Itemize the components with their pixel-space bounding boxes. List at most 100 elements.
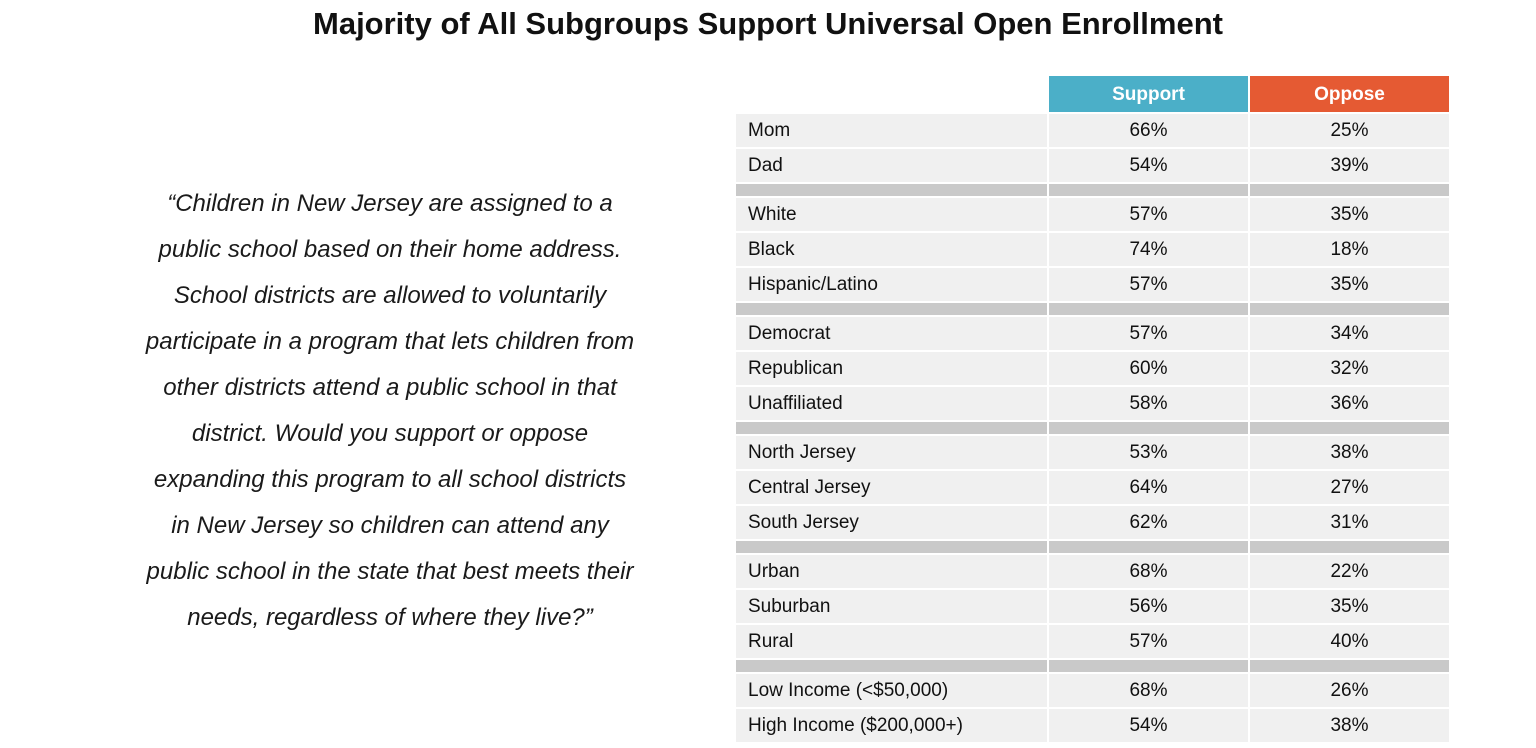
support-value: 54% [1049,149,1248,182]
row-label: Republican [736,352,1047,385]
oppose-value: 22% [1250,555,1449,588]
separator-cell [736,184,1047,196]
row-label: Dad [736,149,1047,182]
row-label: Democrat [736,317,1047,350]
oppose-value: 26% [1250,674,1449,707]
row-label: Low Income (<$50,000) [736,674,1047,707]
separator-cell [1049,422,1248,434]
question-line: public school in the state that best mee… [146,558,634,585]
table-row: Democrat 57% 34% [736,317,1449,350]
separator-cell [1250,660,1449,672]
row-label: Central Jersey [736,471,1047,504]
oppose-value: 36% [1250,387,1449,420]
support-value: 53% [1049,436,1248,469]
table-row: Republican 60% 32% [736,352,1449,385]
oppose-value: 32% [1250,352,1449,385]
table-row: Black 74% 18% [736,233,1449,266]
chart-title: Majority of All Subgroups Support Univer… [313,6,1223,41]
oppose-value: 25% [1250,114,1449,147]
support-value: 57% [1049,625,1248,658]
oppose-value: 34% [1250,317,1449,350]
support-value: 56% [1049,590,1248,623]
row-label: Black [736,233,1047,266]
separator-cell [1250,303,1449,315]
table-row: Dad 54% 39% [736,149,1449,182]
group-separator [736,184,1449,196]
row-label: Suburban [736,590,1047,623]
question-line: public school based on their home addres… [158,236,622,263]
separator-cell [736,303,1047,315]
table-row: High Income ($200,000+) 54% 38% [736,709,1449,742]
question-line: needs, regardless of where they live?” [187,604,593,631]
table-row: White 57% 35% [736,198,1449,231]
separator-cell [1250,541,1449,553]
table-body: Mom 66% 25% Dad 54% 39% White 57% 35% Black 74% 18%… [736,114,1449,742]
table-row: Suburban 56% 35% [736,590,1449,623]
row-label: Mom [736,114,1047,147]
question-line: “Children in New Jersey are assigned to … [167,190,613,217]
question-line: participate in a program that lets child… [145,328,635,355]
row-label: South Jersey [736,506,1047,539]
support-value: 62% [1049,506,1248,539]
table-row: South Jersey 62% 31% [736,506,1449,539]
separator-cell [1049,184,1248,196]
row-label: White [736,198,1047,231]
table-row: Mom 66% 25% [736,114,1449,147]
separator-cell [736,541,1047,553]
table-row: North Jersey 53% 38% [736,436,1449,469]
question-line: School districts are allowed to voluntar… [173,282,607,309]
group-separator [736,660,1449,672]
header-spacer [736,76,1047,112]
oppose-value: 35% [1250,198,1449,231]
support-value: 60% [1049,352,1248,385]
separator-cell [1049,660,1248,672]
separator-cell [1049,541,1248,553]
oppose-value: 38% [1250,436,1449,469]
row-label: North Jersey [736,436,1047,469]
column-header-oppose: Oppose [1250,76,1449,112]
question-line: expanding this program to all school dis… [153,466,627,493]
support-value: 57% [1049,317,1248,350]
separator-cell [1250,422,1449,434]
table-row: Unaffiliated 58% 36% [736,387,1449,420]
support-value: 68% [1049,555,1248,588]
oppose-value: 38% [1250,709,1449,742]
row-label: Unaffiliated [736,387,1047,420]
support-value: 74% [1049,233,1248,266]
results-table: Support Oppose Mom 66% 25% Dad 54% 39% White 57… [736,76,1449,742]
row-label: Urban [736,555,1047,588]
support-value: 64% [1049,471,1248,504]
question-line: in New Jersey so children can attend any [171,512,609,539]
support-value: 57% [1049,198,1248,231]
row-label: Hispanic/Latino [736,268,1047,301]
separator-cell [1049,303,1248,315]
question-line: other districts attend a public school i… [163,374,617,401]
row-label: Rural [736,625,1047,658]
support-value: 68% [1049,674,1248,707]
oppose-value: 39% [1250,149,1449,182]
group-separator [736,303,1449,315]
table-row: Hispanic/Latino 57% 35% [736,268,1449,301]
support-value: 58% [1049,387,1248,420]
oppose-value: 18% [1250,233,1449,266]
separator-cell [736,660,1047,672]
table-row: Central Jersey 64% 27% [736,471,1449,504]
table-row: Low Income (<$50,000) 68% 26% [736,674,1449,707]
question-line: district. Would you support or oppose [191,420,589,447]
row-label: High Income ($200,000+) [736,709,1047,742]
table-row: Rural 57% 40% [736,625,1449,658]
separator-cell [736,422,1047,434]
group-separator [736,541,1449,553]
support-value: 66% [1049,114,1248,147]
group-separator [736,422,1449,434]
separator-cell [1250,184,1449,196]
table-header: Support Oppose [736,76,1449,112]
oppose-value: 31% [1250,506,1449,539]
survey-question: “Children in New Jersey are assigned to … [110,181,670,641]
oppose-value: 35% [1250,590,1449,623]
support-value: 54% [1049,709,1248,742]
oppose-value: 40% [1250,625,1449,658]
column-header-support: Support [1049,76,1248,112]
table-row: Urban 68% 22% [736,555,1449,588]
support-value: 57% [1049,268,1248,301]
